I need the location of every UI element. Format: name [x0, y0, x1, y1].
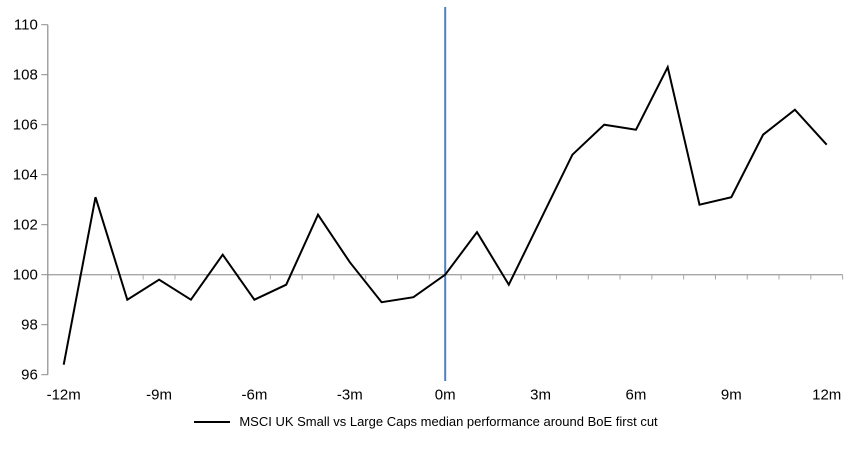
x-tick-label: -6m: [242, 387, 268, 404]
legend-line-sample: [194, 420, 231, 423]
legend: MSCI UK Small vs Large Caps median perfo…: [0, 414, 852, 429]
y-tick-label: 108: [13, 67, 38, 84]
y-tick-label: 106: [13, 117, 38, 134]
y-tick-label: 96: [21, 367, 38, 384]
x-tick-label: 9m: [721, 387, 742, 404]
x-tick-label: -9m: [146, 387, 172, 404]
y-tick-label: 98: [21, 317, 38, 334]
series-line: [62, 64, 828, 365]
x-tick-label: -12m: [47, 387, 81, 404]
y-tick-label: 102: [13, 217, 38, 234]
x-tick-label: 12m: [812, 387, 841, 404]
x-tick-label: 3m: [530, 387, 551, 404]
y-tick-label: 104: [13, 167, 38, 184]
x-tick-label: 6m: [626, 387, 647, 404]
x-tick-label: -3m: [337, 387, 363, 404]
legend-label: MSCI UK Small vs Large Caps median perfo…: [239, 414, 658, 429]
y-tick-label: 100: [13, 267, 38, 284]
y-tick-label: 110: [14, 17, 38, 34]
x-tick-label: 0m: [435, 387, 456, 404]
